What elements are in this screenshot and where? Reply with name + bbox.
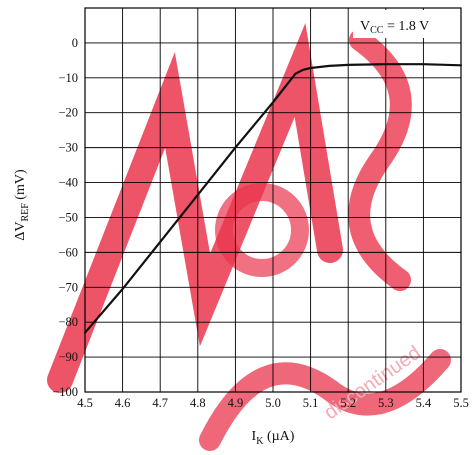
x-tick-label: 5.4 bbox=[416, 396, 432, 410]
y-axis-label: ΔVREF (mV) bbox=[13, 169, 31, 241]
y-axis-label-rest: (mV) bbox=[13, 169, 28, 203]
y-tick-label: −90 bbox=[58, 350, 78, 364]
y-tick-label: −50 bbox=[58, 210, 78, 224]
y-tick-label: −80 bbox=[58, 315, 78, 329]
series-line bbox=[83, 63, 463, 334]
y-tick-label: −40 bbox=[58, 176, 78, 190]
y-tick-label: −30 bbox=[58, 141, 78, 155]
x-axis-label-base: I bbox=[252, 429, 257, 444]
y-axis-label-base: ΔV bbox=[13, 222, 28, 241]
vcc-annotation: VCC = 1.8 V bbox=[360, 19, 429, 36]
y-tick-labels: 0 −10 −20 −30 −40 −50 −60 −70 −80 −90 −100 bbox=[52, 36, 78, 399]
plot-frame bbox=[84, 7, 462, 393]
annotation-box bbox=[353, 10, 459, 38]
y-axis-label-sub: REF bbox=[20, 203, 31, 222]
vcc-annotation-rest: = 1.8 V bbox=[383, 19, 429, 34]
x-tick-label: 4.5 bbox=[77, 396, 93, 410]
y-tick-label: −100 bbox=[52, 385, 78, 399]
x-tick-label: 5.3 bbox=[378, 396, 394, 410]
y-tick-label: 0 bbox=[72, 36, 78, 50]
x-tick-labels: 4.5 4.6 4.7 4.8 4.9 5.0 5.1 5.2 5.3 5.4 5.5 bbox=[77, 396, 469, 410]
x-tick-label: 5.1 bbox=[303, 396, 319, 410]
y-tick-label: −70 bbox=[58, 280, 78, 294]
x-tick-label: 4.9 bbox=[228, 396, 244, 410]
y-tick-label: −20 bbox=[58, 106, 78, 120]
x-tick-label: 4.6 bbox=[115, 396, 131, 410]
y-tick-label: −10 bbox=[58, 71, 78, 85]
x-axis-label-rest: (µA) bbox=[263, 429, 294, 444]
vcc-annotation-sub: CC bbox=[370, 25, 384, 36]
x-tick-label: 4.7 bbox=[152, 396, 168, 410]
x-tick-label: 5.2 bbox=[340, 396, 356, 410]
x-tick-label: 5.5 bbox=[453, 396, 469, 410]
x-tick-label: 4.8 bbox=[190, 396, 206, 410]
x-axis-label: IK (µA) bbox=[252, 429, 295, 447]
y-tick-label: −60 bbox=[58, 245, 78, 259]
vcc-annotation-base: V bbox=[360, 19, 370, 34]
x-axis-label-sub: K bbox=[256, 436, 264, 447]
x-tick-label: 5.0 bbox=[265, 396, 281, 410]
watermark: discontinued bbox=[47, 23, 451, 451]
